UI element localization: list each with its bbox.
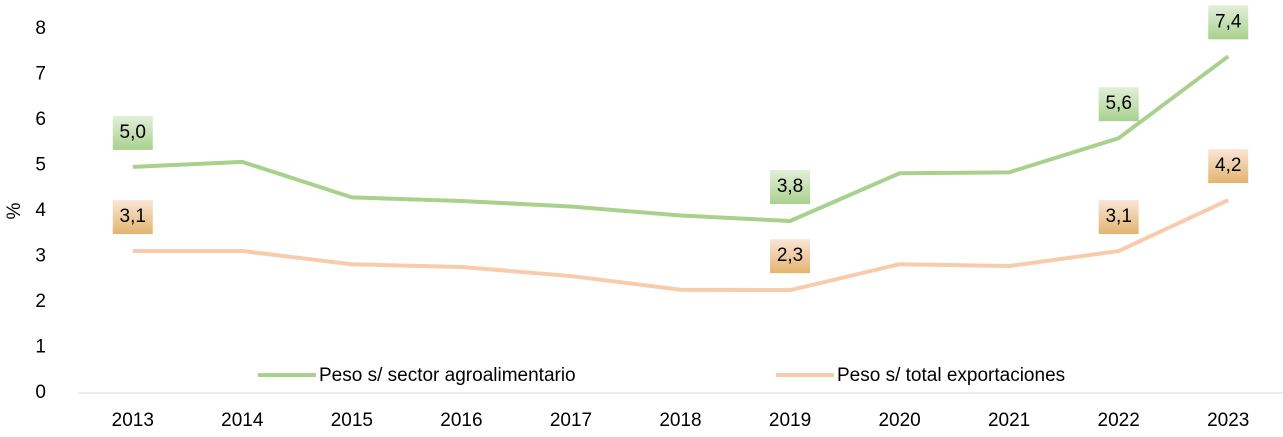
data-label-box [1098, 200, 1139, 235]
x-tick-label: 2018 [659, 410, 701, 431]
x-tick-label: 2021 [988, 410, 1030, 431]
data-label: 7,4 [1215, 11, 1242, 32]
series-line [132, 198, 1230, 293]
y-tick-label: 4 [35, 200, 46, 221]
legend-label: Peso s/ sector agroalimentario [319, 365, 576, 386]
x-tick-label: 2013 [112, 410, 154, 431]
legend-label: Peso s/ total exportaciones [837, 365, 1065, 386]
y-tick-label: 2 [35, 291, 46, 312]
x-tick-label: 2019 [769, 410, 811, 431]
data-label-box [1098, 87, 1139, 122]
data-label-box [112, 200, 153, 235]
data-label: 5,0 [120, 122, 146, 143]
x-tick-label: 2022 [1098, 410, 1140, 431]
x-tick-label: 2014 [221, 410, 264, 431]
data-label: 2,3 [777, 245, 803, 266]
data-label: 3,1 [120, 206, 146, 227]
y-tick-label: 3 [35, 246, 46, 267]
y-tick-label: 7 [35, 64, 46, 85]
y-tick-label: 6 [35, 109, 46, 130]
y-tick-label: 0 [35, 382, 46, 403]
data-label: 4,2 [1215, 155, 1241, 176]
data-label: 3,8 [777, 176, 803, 197]
data-label-box [770, 170, 811, 205]
data-label: 5,6 [1105, 93, 1131, 114]
data-label: 3,1 [1105, 206, 1131, 227]
y-tick-label: 5 [35, 155, 46, 176]
y-tick-label: 1 [35, 337, 46, 358]
data-label-box [770, 239, 811, 274]
data-label-box [112, 115, 153, 150]
data-label-box [1208, 149, 1249, 184]
y-tick-label: 8 [35, 18, 46, 39]
data-label-box [1208, 5, 1249, 40]
x-tick-label: 2020 [878, 410, 920, 431]
series-line [132, 54, 1230, 224]
x-tick-label: 2017 [550, 410, 592, 431]
x-tick-label: 2023 [1207, 410, 1249, 431]
x-tick-label: 2015 [331, 410, 373, 431]
x-tick-label: 2016 [440, 410, 482, 431]
y-axis-label: % [4, 202, 25, 219]
